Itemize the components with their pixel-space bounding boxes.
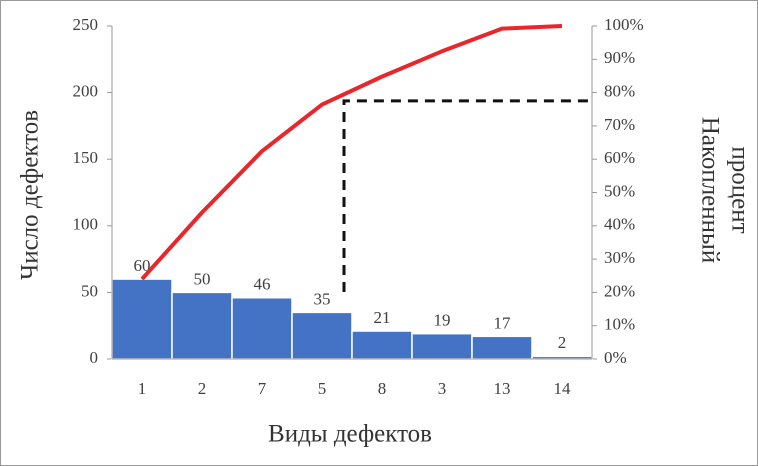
- data-label: 35: [314, 289, 331, 308]
- y-tick-label: 200: [73, 82, 99, 101]
- y2-tick-label: 30%: [604, 248, 635, 267]
- y2-axis-title: процент: [726, 146, 753, 233]
- y2-tick-label: 20%: [604, 281, 635, 300]
- y2-axis-title: Накопленный: [696, 117, 723, 263]
- bar: [171, 291, 233, 360]
- bar: [411, 332, 473, 360]
- data-label: 46: [254, 275, 271, 294]
- x-tick-label: 5: [318, 379, 327, 398]
- x-tick-label: 7: [258, 379, 267, 398]
- y2-tick-label: 70%: [604, 115, 635, 134]
- data-label: 2: [558, 333, 567, 352]
- x-tick-label: 2: [198, 379, 207, 398]
- bar: [351, 330, 413, 360]
- bar: [231, 296, 293, 360]
- y2-tick-label: 100%: [604, 15, 644, 34]
- x-tick-label: 13: [494, 379, 511, 398]
- data-label: 17: [494, 313, 512, 332]
- y-tick-label: 150: [73, 148, 99, 167]
- y-tick-label: 50: [81, 281, 98, 300]
- bar: [471, 335, 533, 360]
- data-label: 50: [194, 269, 211, 288]
- y2-tick-label: 40%: [604, 215, 635, 234]
- cumulative-line: [140, 24, 563, 281]
- y2-tick-label: 90%: [604, 48, 635, 67]
- data-label: 19: [434, 311, 451, 330]
- x-tick-label: 3: [438, 379, 447, 398]
- y2-tick-label: 50%: [604, 181, 635, 200]
- x-axis-title: Виды дефектов: [268, 421, 432, 448]
- x-tick-label: 14: [554, 379, 572, 398]
- y2-tick-label: 10%: [604, 315, 635, 334]
- y-tick-label: 100: [73, 215, 99, 234]
- y-axis-title: Число дефектов: [17, 110, 44, 280]
- y-tick-label: 0: [90, 348, 99, 367]
- y2-tick-label: 60%: [604, 148, 635, 167]
- data-label: 21: [374, 308, 391, 327]
- y2-tick-label: 80%: [604, 82, 635, 101]
- y-tick-label: 250: [73, 15, 99, 34]
- data-label: 60: [134, 256, 151, 275]
- bar: [111, 278, 173, 360]
- x-tick-label: 1: [138, 379, 147, 398]
- x-tick-label: 8: [378, 379, 387, 398]
- bar: [291, 311, 353, 360]
- y2-tick-label: 0%: [604, 348, 627, 367]
- cutoff-line: [342, 99, 592, 292]
